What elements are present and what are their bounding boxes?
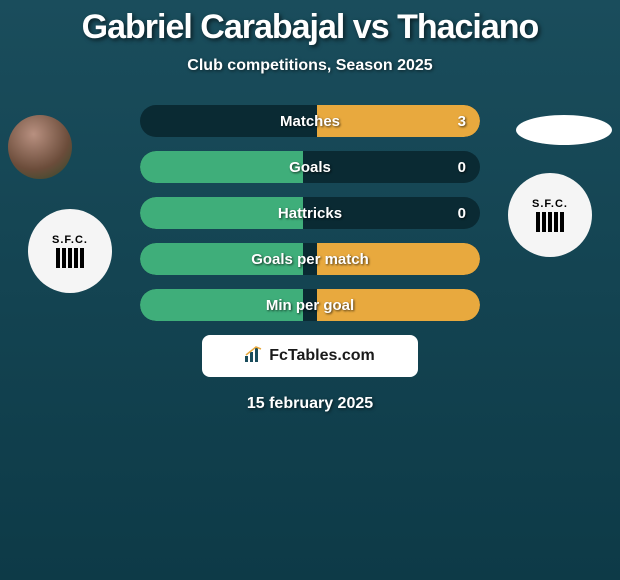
club-stripes-icon bbox=[56, 248, 84, 268]
watermark-text: FcTables.com bbox=[269, 347, 375, 365]
stat-value-right: 0 bbox=[458, 151, 466, 183]
stat-row: Min per goal bbox=[140, 289, 480, 321]
stat-rows: Matches3Goals0Hattricks0Goals per matchM… bbox=[140, 105, 480, 321]
date-label: 15 february 2025 bbox=[10, 395, 610, 413]
club-logo-right: S.F.C. bbox=[508, 173, 592, 257]
stat-value-right: 3 bbox=[458, 105, 466, 137]
stat-label: Goals bbox=[140, 151, 480, 183]
stat-row: Matches3 bbox=[140, 105, 480, 137]
club-stripes-icon bbox=[536, 212, 564, 232]
stat-row: Hattricks0 bbox=[140, 197, 480, 229]
club-logo-left: S.F.C. bbox=[28, 209, 112, 293]
stat-label: Matches bbox=[140, 105, 480, 137]
player-right-photo bbox=[516, 115, 612, 145]
club-abbr-left: S.F.C. bbox=[52, 234, 88, 246]
stat-row: Goals per match bbox=[140, 243, 480, 275]
page-subtitle: Club competitions, Season 2025 bbox=[0, 57, 620, 75]
stat-label: Min per goal bbox=[140, 289, 480, 321]
stat-label: Goals per match bbox=[140, 243, 480, 275]
bar-chart-icon bbox=[245, 346, 263, 367]
stat-row: Goals0 bbox=[140, 151, 480, 183]
player-left-photo bbox=[8, 115, 72, 179]
comparison-panel: S.F.C. S.F.C. Matches3Goals0Hattricks0Go… bbox=[0, 105, 620, 413]
club-abbr-right: S.F.C. bbox=[532, 198, 568, 210]
watermark: FcTables.com bbox=[202, 335, 418, 377]
page-title: Gabriel Carabajal vs Thaciano bbox=[0, 0, 620, 47]
stat-value-right: 0 bbox=[458, 197, 466, 229]
stat-label: Hattricks bbox=[140, 197, 480, 229]
